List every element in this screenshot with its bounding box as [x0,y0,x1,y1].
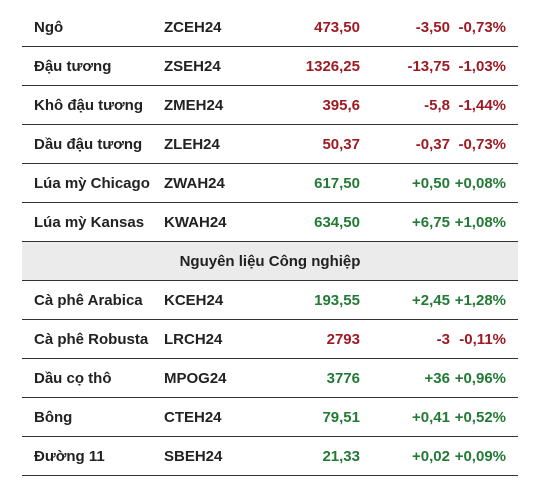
contract-code: SBEH24 [164,436,268,476]
section-header-row: Nguyên liệu Công nghiệp [22,241,518,281]
change-value: -3,50 [360,8,450,47]
price-value: 193,55 [268,280,360,320]
contract-code: LRCH24 [164,319,268,359]
section-title: Nguyên liệu Công nghiệp [22,241,518,281]
percent-change: -1,03% [450,46,518,86]
commodity-name: Lúa mỳ Kansas [22,202,164,242]
table-row: Lúa mỳ Kansas KWAH24 634,50 +6,75 +1,08% [22,202,518,242]
industrial-rows: Cà phê Arabica KCEH24 193,55 +2,45 +1,28% Cà … [22,280,518,476]
percent-change: +0,09% [450,436,518,476]
contract-code: KWAH24 [164,202,268,242]
commodity-name: Ngô [22,8,164,47]
table-row: Lúa mỳ Chicago ZWAH24 617,50 +0,50 +0,08% [22,163,518,203]
commodity-name: Lúa mỳ Chicago [22,163,164,203]
change-value: -0,37 [360,124,450,164]
contract-code: ZSEH24 [164,46,268,86]
commodity-price-table: Ngô ZCEH24 473,50 -3,50 -0,73% Đậu tương ZSEH2… [22,8,518,476]
contract-code: MPOG24 [164,358,268,398]
commodity-name: Đậu tương [22,46,164,86]
percent-change: -0,73% [450,124,518,164]
percent-change: -0,11% [450,319,518,359]
contract-code: ZMEH24 [164,85,268,125]
table-row: Bông CTEH24 79,51 +0,41 +0,52% [22,397,518,437]
contract-code: ZWAH24 [164,163,268,203]
price-value: 617,50 [268,163,360,203]
commodity-name: Cà phê Robusta [22,319,164,359]
contract-code: ZLEH24 [164,124,268,164]
commodity-name: Dầu cọ thô [22,358,164,398]
price-value: 21,33 [268,436,360,476]
price-value: 50,37 [268,124,360,164]
percent-change: +0,96% [450,358,518,398]
price-value: 634,50 [268,202,360,242]
contract-code: CTEH24 [164,397,268,437]
percent-change: +1,08% [450,202,518,242]
commodity-name: Dầu đậu tương [22,124,164,164]
percent-change: +1,28% [450,280,518,320]
change-value: +0,50 [360,163,450,203]
percent-change: +0,08% [450,163,518,203]
table-row: Dầu cọ thô MPOG24 3776 +36 +0,96% [22,358,518,398]
table-row: Ngô ZCEH24 473,50 -3,50 -0,73% [22,8,518,47]
price-value: 1326,25 [268,46,360,86]
change-value: +6,75 [360,202,450,242]
price-value: 395,6 [268,85,360,125]
commodity-name: Cà phê Arabica [22,280,164,320]
change-value: +0,41 [360,397,450,437]
table-row: Dầu đậu tương ZLEH24 50,37 -0,37 -0,73% [22,124,518,164]
price-value: 473,50 [268,8,360,47]
section-header-group: Nguyên liệu Công nghiệp [22,241,518,281]
price-value: 3776 [268,358,360,398]
agricultural-rows: Ngô ZCEH24 473,50 -3,50 -0,73% Đậu tương ZSEH2… [22,8,518,242]
price-value: 2793 [268,319,360,359]
commodity-name: Bông [22,397,164,437]
contract-code: ZCEH24 [164,8,268,47]
change-value: +0,02 [360,436,450,476]
commodity-name: Đường 11 [22,436,164,476]
change-value: -5,8 [360,85,450,125]
percent-change: +0,52% [450,397,518,437]
change-value: -3 [360,319,450,359]
change-value: +36 [360,358,450,398]
table-row: Cà phê Robusta LRCH24 2793 -3 -0,11% [22,319,518,359]
change-value: +2,45 [360,280,450,320]
commodity-table-container: Ngô ZCEH24 473,50 -3,50 -0,73% Đậu tương ZSEH2… [22,8,518,476]
table-row: Đường 11 SBEH24 21,33 +0,02 +0,09% [22,436,518,476]
table-row: Khô đậu tương ZMEH24 395,6 -5,8 -1,44% [22,85,518,125]
change-value: -13,75 [360,46,450,86]
commodity-name: Khô đậu tương [22,85,164,125]
percent-change: -0,73% [450,8,518,47]
contract-code: KCEH24 [164,280,268,320]
price-value: 79,51 [268,397,360,437]
percent-change: -1,44% [450,85,518,125]
table-row: Cà phê Arabica KCEH24 193,55 +2,45 +1,28% [22,280,518,320]
table-row: Đậu tương ZSEH24 1326,25 -13,75 -1,03% [22,46,518,86]
